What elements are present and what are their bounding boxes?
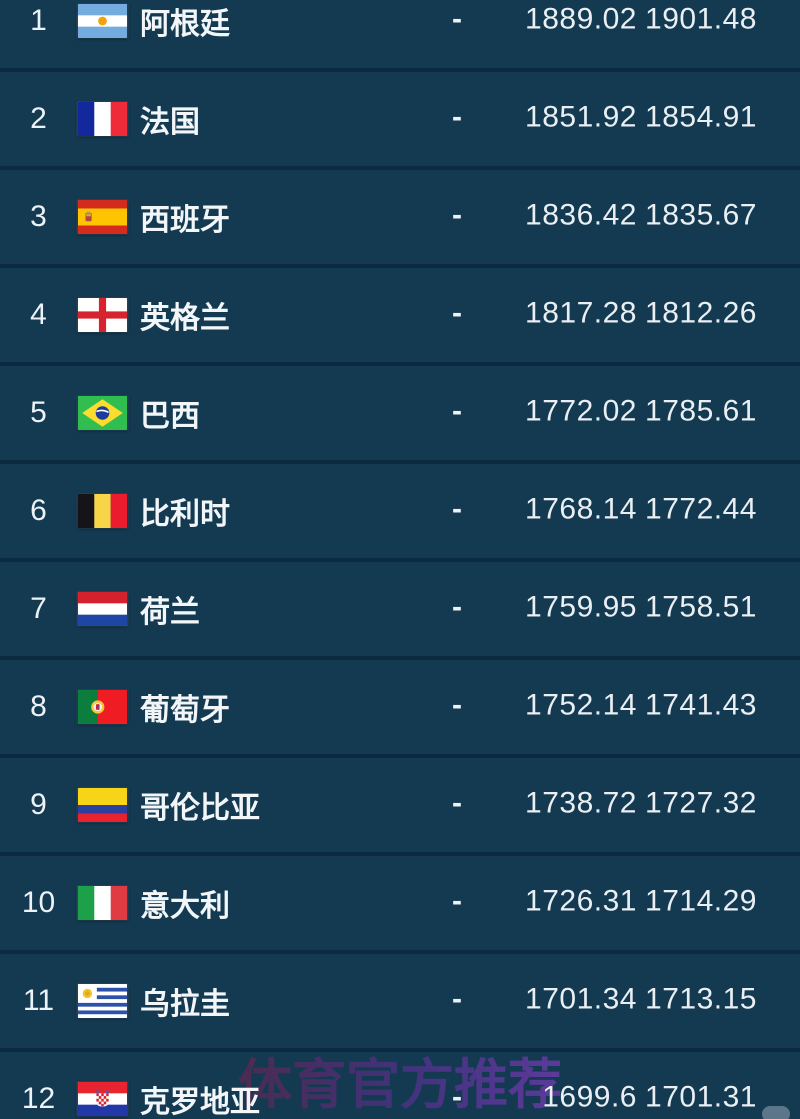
croatia-flag-icon — [77, 1082, 128, 1116]
england-flag-icon — [77, 298, 128, 332]
rank-label: 11 — [22, 984, 55, 1017]
table-row[interactable]: 11 乌拉圭 - 1701.34 1713.15 — [0, 954, 800, 1052]
rank-label: 3 — [30, 200, 47, 233]
table-row[interactable]: 8 葡萄牙 - 1752.14 1741.43 — [0, 660, 800, 758]
rank-change-value: - — [452, 786, 462, 820]
points-current: 1701.34 — [525, 982, 637, 1016]
table-row[interactable]: 9 哥伦比亚 - 1738.72 1727.32 — [0, 758, 800, 856]
table-row[interactable]: 4 英格兰 - 1817.28 1812.26 — [0, 268, 800, 366]
portugal-flag-icon — [77, 690, 128, 724]
points-previous: 1901.48 — [645, 2, 757, 36]
rank-change-value: - — [452, 884, 462, 918]
points-previous: 1758.51 — [645, 590, 757, 624]
points-current: 1768.14 — [525, 492, 637, 526]
points-previous: 1772.44 — [645, 492, 757, 526]
rank-label: 12 — [21, 1082, 56, 1115]
country-name: 葡萄牙 — [140, 694, 230, 727]
rank-label: 1 — [30, 4, 47, 37]
rank-change-value: - — [452, 198, 462, 232]
points-current: 1851.92 — [525, 100, 637, 134]
table-row[interactable]: 2 法国 - 1851.92 1854.91 — [0, 72, 800, 170]
netherlands-flag-icon — [77, 592, 128, 626]
table-row[interactable]: 1 阿根廷 - 1889.02 1901.48 — [0, 0, 800, 72]
table-row[interactable]: 3 西班牙 - 1836.42 1835.67 — [0, 170, 800, 268]
rank-change-value: - — [452, 982, 462, 1016]
france-flag-icon — [77, 102, 128, 136]
country-name: 英格兰 — [140, 302, 230, 335]
points-previous: 1812.26 — [645, 296, 757, 330]
country-name: 乌拉圭 — [140, 988, 230, 1021]
country-name: 克罗地亚 — [140, 1086, 260, 1119]
rank-label: 4 — [30, 298, 47, 331]
partial-corner-badge — [762, 1106, 790, 1119]
rank-change-value: - — [452, 394, 462, 428]
rank-change-value: - — [452, 100, 462, 134]
points-previous: 1785.61 — [645, 394, 757, 428]
points-current: 1699.6 — [542, 1080, 637, 1114]
points-current: 1836.42 — [525, 198, 637, 232]
argentina-flag-icon — [77, 4, 128, 38]
points-previous: 1714.29 — [645, 884, 757, 918]
country-name: 哥伦比亚 — [140, 792, 260, 825]
points-previous: 1713.15 — [645, 982, 757, 1016]
rank-change-value: - — [452, 590, 462, 624]
rank-change-value: - — [452, 492, 462, 526]
rank-label: 10 — [21, 886, 56, 919]
points-current: 1817.28 — [525, 296, 637, 330]
rank-label: 7 — [30, 592, 47, 625]
rank-label: 6 — [30, 494, 47, 527]
rank-label: 5 — [30, 396, 47, 429]
points-previous: 1854.91 — [645, 100, 757, 134]
rank-change-value: - — [452, 688, 462, 722]
points-current: 1752.14 — [525, 688, 637, 722]
brazil-flag-icon — [77, 396, 128, 430]
points-current: 1772.02 — [525, 394, 637, 428]
country-name: 阿根廷 — [140, 8, 230, 41]
table-row[interactable]: 7 荷兰 - 1759.95 1758.51 — [0, 562, 800, 660]
table-row[interactable]: 10 意大利 - 1726.31 1714.29 — [0, 856, 800, 954]
points-current: 1759.95 — [525, 590, 637, 624]
country-name: 荷兰 — [140, 596, 200, 629]
belgium-flag-icon — [77, 494, 128, 528]
country-name: 巴西 — [140, 400, 200, 433]
rank-change-value: - — [452, 296, 462, 330]
points-current: 1889.02 — [525, 2, 637, 36]
colombia-flag-icon — [77, 788, 128, 822]
points-previous: 1701.31 — [645, 1080, 757, 1114]
country-name: 意大利 — [140, 890, 230, 923]
country-name: 西班牙 — [140, 204, 230, 237]
points-previous: 1727.32 — [645, 786, 757, 820]
points-current: 1726.31 — [525, 884, 637, 918]
rank-change-value: - — [452, 1080, 462, 1114]
rank-change-value: - — [452, 2, 462, 36]
country-name: 比利时 — [140, 498, 230, 531]
spain-flag-icon — [77, 200, 128, 234]
rank-label: 2 — [30, 102, 47, 135]
rank-label: 8 — [30, 690, 47, 723]
rank-label: 9 — [30, 788, 47, 821]
table-row[interactable]: 5 巴西 - 1772.02 1785.61 — [0, 366, 800, 464]
uruguay-flag-icon — [77, 984, 128, 1018]
table-row[interactable]: 6 比利时 - 1768.14 1772.44 — [0, 464, 800, 562]
points-previous: 1741.43 — [645, 688, 757, 722]
country-name: 法国 — [140, 106, 200, 139]
points-previous: 1835.67 — [645, 198, 757, 232]
table-row[interactable]: 12 克罗地亚 - 1699.6 1701.31 — [0, 1052, 800, 1119]
points-current: 1738.72 — [525, 786, 637, 820]
italy-flag-icon — [77, 886, 128, 920]
